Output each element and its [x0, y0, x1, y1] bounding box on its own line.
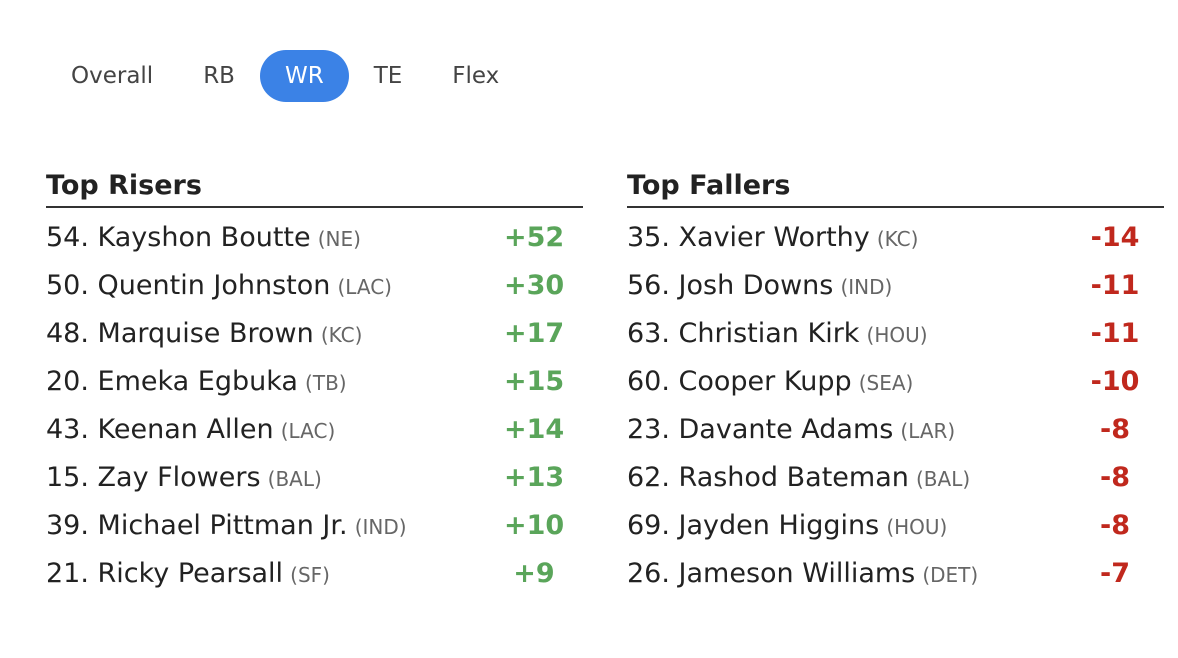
- player-name[interactable]: 63. Christian Kirk: [627, 318, 860, 349]
- tab-te[interactable]: TE: [373, 63, 403, 89]
- faller-row: 56. Josh Downs (IND) -11: [627, 262, 1164, 310]
- rank-change: +13: [504, 462, 565, 493]
- faller-row: 26. Jameson Williams (DET) -7: [627, 550, 1164, 598]
- player-name[interactable]: 62. Rashod Bateman: [627, 462, 909, 493]
- faller-row: 63. Christian Kirk (HOU) -11: [627, 310, 1164, 358]
- top-risers-panel: Top Risers 54. Kayshon Boutte (NE) +52 50…: [46, 170, 583, 598]
- rank-change: +17: [504, 318, 565, 349]
- riser-row: 43. Keenan Allen (LAC) +14: [46, 406, 583, 454]
- team-abbrev: (BAL): [915, 467, 971, 491]
- player-name[interactable]: 54. Kayshon Boutte: [46, 222, 311, 253]
- team-abbrev: (HOU): [886, 515, 948, 539]
- player-name[interactable]: 21. Ricky Pearsall: [46, 558, 284, 589]
- player-name[interactable]: 39. Michael Pittman Jr.: [46, 510, 348, 541]
- rank-change: -11: [1090, 270, 1140, 301]
- tab-overall[interactable]: Overall: [71, 63, 154, 89]
- player-name[interactable]: 48. Marquise Brown: [46, 318, 314, 349]
- rank-change: +9: [513, 558, 555, 589]
- team-abbrev: (SF): [290, 563, 330, 587]
- player-name[interactable]: 23. Davante Adams: [627, 414, 894, 445]
- faller-row: 62. Rashod Bateman (BAL) -8: [627, 454, 1164, 502]
- top-risers-title: Top Risers: [46, 170, 583, 208]
- tab-flex[interactable]: Flex: [452, 63, 500, 89]
- rank-change: -8: [1100, 510, 1130, 541]
- rank-change: -8: [1100, 462, 1130, 493]
- player-name[interactable]: 60. Cooper Kupp: [627, 366, 852, 397]
- rank-change: -11: [1090, 318, 1140, 349]
- rank-change: +15: [504, 366, 565, 397]
- rank-change: -8: [1100, 414, 1130, 445]
- tab-wr[interactable]: WR: [259, 50, 349, 102]
- tab-rb[interactable]: RB: [203, 63, 235, 89]
- team-abbrev: (KC): [320, 323, 363, 347]
- player-name[interactable]: 35. Xavier Worthy: [627, 222, 870, 253]
- player-name[interactable]: 20. Emeka Egbuka: [46, 366, 298, 397]
- rank-change: +14: [504, 414, 565, 445]
- rank-change: +10: [504, 510, 565, 541]
- faller-row: 35. Xavier Worthy (KC) -14: [627, 214, 1164, 262]
- team-abbrev: (NE): [317, 227, 361, 251]
- top-fallers-title: Top Fallers: [627, 170, 1164, 208]
- riser-row: 54. Kayshon Boutte (NE) +52: [46, 214, 583, 262]
- risers-list: 54. Kayshon Boutte (NE) +52 50. Quentin J…: [46, 214, 583, 598]
- rank-change: +52: [504, 222, 565, 253]
- team-abbrev: (SEA): [858, 371, 914, 395]
- player-name[interactable]: 69. Jayden Higgins: [627, 510, 880, 541]
- top-fallers-panel: Top Fallers 35. Xavier Worthy (KC) -14 56…: [627, 170, 1164, 598]
- fallers-list: 35. Xavier Worthy (KC) -14 56. Josh Downs…: [627, 214, 1164, 598]
- rank-change: -7: [1100, 558, 1130, 589]
- team-abbrev: (LAC): [280, 419, 336, 443]
- team-abbrev: (IND): [840, 275, 893, 299]
- team-abbrev: (BAL): [267, 467, 322, 491]
- team-abbrev: (TB): [305, 371, 347, 395]
- rank-change: +30: [504, 270, 565, 301]
- player-name[interactable]: 50. Quentin Johnston: [46, 270, 331, 301]
- team-abbrev: (DET): [922, 563, 979, 587]
- riser-row: 39. Michael Pittman Jr. (IND) +10: [46, 502, 583, 550]
- riser-row: 48. Marquise Brown (KC) +17: [46, 310, 583, 358]
- team-abbrev: (IND): [354, 515, 407, 539]
- position-tabs: Overall RB WR TE Flex: [46, 50, 524, 102]
- team-abbrev: (KC): [876, 227, 919, 251]
- team-abbrev: (LAC): [337, 275, 392, 299]
- player-name[interactable]: 43. Keenan Allen: [46, 414, 274, 445]
- riser-row: 15. Zay Flowers (BAL) +13: [46, 454, 583, 502]
- rank-change: -14: [1090, 222, 1140, 253]
- riser-row: 50. Quentin Johnston (LAC) +30: [46, 262, 583, 310]
- riser-row: 20. Emeka Egbuka (TB) +15: [46, 358, 583, 406]
- team-abbrev: (HOU): [866, 323, 928, 347]
- faller-row: 69. Jayden Higgins (HOU) -8: [627, 502, 1164, 550]
- riser-row: 21. Ricky Pearsall (SF) +9: [46, 550, 583, 598]
- player-name[interactable]: 56. Josh Downs: [627, 270, 834, 301]
- player-name[interactable]: 26. Jameson Williams: [627, 558, 916, 589]
- rank-change: -10: [1090, 366, 1140, 397]
- player-name[interactable]: 15. Zay Flowers: [46, 462, 261, 493]
- team-abbrev: (LAR): [900, 419, 956, 443]
- faller-row: 60. Cooper Kupp (SEA) -10: [627, 358, 1164, 406]
- faller-row: 23. Davante Adams (LAR) -8: [627, 406, 1164, 454]
